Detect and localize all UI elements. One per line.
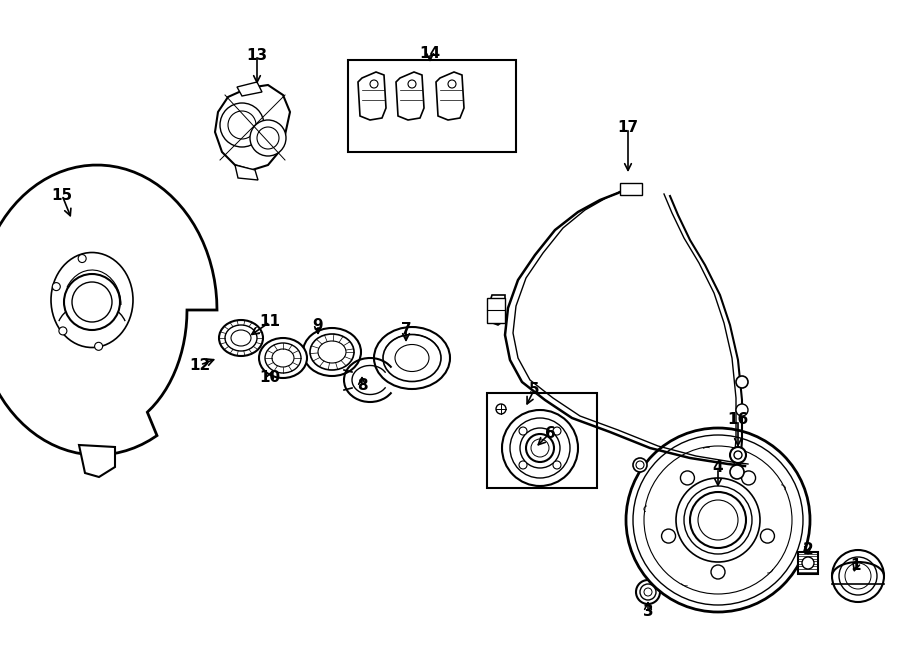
Circle shape (730, 447, 746, 463)
Circle shape (496, 404, 506, 414)
Polygon shape (436, 72, 464, 120)
Ellipse shape (259, 338, 307, 378)
Polygon shape (215, 85, 290, 170)
Circle shape (448, 80, 456, 88)
Text: 6: 6 (544, 426, 555, 440)
Text: 15: 15 (51, 188, 73, 202)
Bar (620, 183, 642, 195)
Circle shape (502, 410, 578, 486)
Circle shape (52, 283, 60, 291)
Ellipse shape (303, 328, 361, 376)
Circle shape (736, 376, 748, 388)
Polygon shape (488, 295, 505, 325)
Circle shape (626, 428, 810, 612)
Text: 12: 12 (189, 358, 211, 373)
Bar (487, 393, 597, 488)
Circle shape (802, 557, 814, 569)
Text: 17: 17 (617, 120, 639, 136)
Circle shape (408, 80, 416, 88)
Circle shape (250, 120, 286, 156)
Circle shape (78, 254, 86, 262)
Text: 16: 16 (727, 412, 749, 428)
Circle shape (662, 529, 676, 543)
Text: 4: 4 (713, 461, 724, 475)
Polygon shape (235, 165, 258, 180)
Circle shape (553, 461, 561, 469)
Circle shape (370, 80, 378, 88)
Polygon shape (237, 82, 262, 96)
Bar (348, 60, 516, 152)
Ellipse shape (51, 253, 133, 348)
Circle shape (553, 427, 561, 435)
Circle shape (736, 404, 748, 416)
Circle shape (711, 565, 725, 579)
Polygon shape (358, 72, 386, 120)
Text: 9: 9 (312, 317, 323, 332)
Text: 5: 5 (528, 383, 539, 397)
Circle shape (676, 478, 760, 562)
Ellipse shape (219, 320, 263, 356)
Circle shape (742, 471, 756, 485)
Text: 14: 14 (419, 46, 441, 61)
Polygon shape (79, 445, 115, 477)
Circle shape (680, 471, 695, 485)
Text: 11: 11 (259, 315, 281, 329)
Text: 10: 10 (259, 371, 281, 385)
Text: 3: 3 (643, 605, 653, 619)
Circle shape (730, 465, 744, 479)
Polygon shape (0, 165, 217, 455)
Bar (798, 552, 818, 574)
Bar (487, 298, 505, 323)
Circle shape (760, 529, 775, 543)
Circle shape (633, 458, 647, 472)
Text: 13: 13 (247, 48, 267, 63)
Circle shape (519, 427, 527, 435)
Circle shape (519, 461, 527, 469)
Text: 1: 1 (850, 557, 861, 572)
Text: 8: 8 (356, 377, 367, 393)
Circle shape (64, 274, 120, 330)
Circle shape (58, 327, 67, 335)
Polygon shape (396, 72, 424, 120)
Text: 7: 7 (400, 323, 411, 338)
Circle shape (220, 103, 264, 147)
Circle shape (94, 342, 103, 350)
Text: 2: 2 (803, 541, 814, 557)
Ellipse shape (374, 327, 450, 389)
